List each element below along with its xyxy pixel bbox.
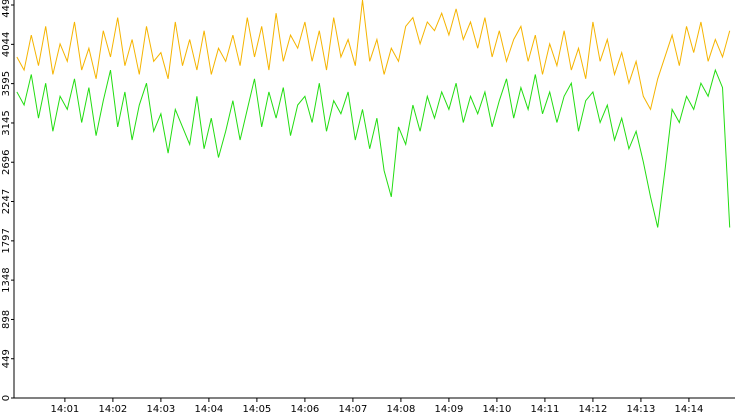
y-tick-label: 898: [1, 310, 12, 329]
y-tick-label: 4494: [1, 0, 12, 18]
x-tick-label: 14:05: [242, 404, 271, 415]
x-tick-label: 14:07: [338, 404, 367, 415]
y-tick-label: 4044: [1, 32, 12, 57]
x-tick-label: 14:06: [290, 404, 319, 415]
y-tick-label: 449: [1, 349, 12, 368]
x-tick-label: 14:08: [386, 404, 415, 415]
x-tick-label: 14:14: [675, 404, 704, 415]
y-tick-label: 2247: [1, 189, 12, 214]
x-tick-label: 14:10: [482, 404, 511, 415]
x-tick-label: 14:02: [98, 404, 127, 415]
series-line: [16, 68, 731, 228]
y-tick-label: 2696: [1, 150, 12, 175]
x-tick-label: 14:11: [530, 404, 559, 415]
y-tick-label: 3145: [1, 110, 12, 135]
x-tick-label: 14:09: [434, 404, 463, 415]
x-tick-label: 14:03: [146, 404, 175, 415]
y-tick-label: 1348: [1, 267, 12, 292]
series-line: [16, 0, 731, 111]
y-tick-label: 0: [1, 395, 12, 401]
y-tick-label: 3595: [1, 71, 12, 96]
x-tick-label: 14:12: [578, 404, 607, 415]
x-tick-label: 14:13: [627, 404, 656, 415]
y-tick-label: 1797: [1, 228, 12, 253]
x-tick-label: 14:01: [50, 404, 79, 415]
x-tick-label: 14:04: [194, 404, 223, 415]
